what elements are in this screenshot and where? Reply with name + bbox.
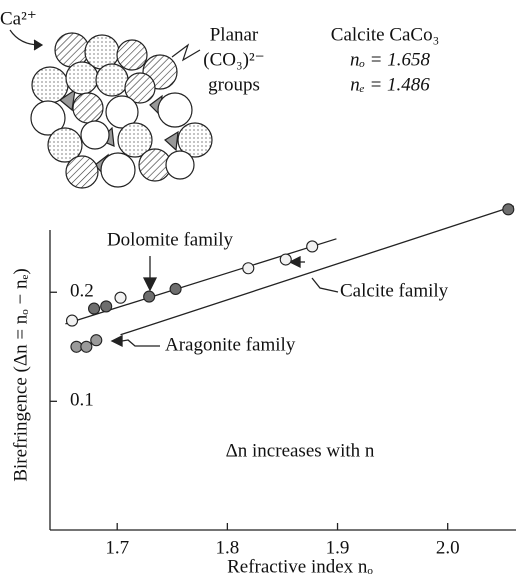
point	[143, 290, 156, 303]
annotation: Calcite family	[340, 280, 449, 301]
x-tick-label: 1.8	[215, 537, 239, 558]
x-tick-label: 1.9	[326, 537, 350, 558]
point	[80, 340, 93, 353]
callouts	[110, 255, 339, 348]
annotation: Δn increases with n	[226, 440, 375, 461]
group-label: (CO₃)²⁻	[203, 49, 264, 70]
point	[169, 282, 182, 296]
point	[70, 340, 83, 353]
x-tick-label: 1.7	[105, 537, 129, 558]
point	[90, 334, 103, 347]
index-label: nₒ = 1.658	[350, 49, 430, 70]
point	[306, 240, 319, 253]
group-label: groups	[208, 74, 260, 95]
annotation: Dolomite family	[107, 229, 234, 250]
y-tick-label: 0.2	[70, 281, 94, 302]
y-axis-label: Birefringence (Δn = nₒ − nₑ)	[10, 268, 31, 481]
point	[242, 262, 255, 275]
crystal-cluster	[9, 29, 213, 189]
point	[502, 203, 515, 216]
point	[114, 291, 127, 304]
mineral-label: Calcite CaCo₃	[331, 24, 439, 45]
point	[65, 314, 79, 327]
x-axis-label: Refractive index nₒ	[227, 556, 373, 577]
point	[88, 302, 101, 315]
group-label: Planar	[210, 24, 259, 45]
trend-line	[120, 205, 514, 336]
y-tick-label: 0.1	[70, 390, 94, 411]
point	[279, 253, 292, 266]
annotation: Aragonite family	[165, 334, 296, 355]
index-label: nₑ = 1.486	[350, 74, 430, 95]
ion-label: Ca²⁺	[0, 8, 37, 29]
point	[100, 300, 113, 313]
x-tick-label: 2.0	[436, 537, 460, 558]
